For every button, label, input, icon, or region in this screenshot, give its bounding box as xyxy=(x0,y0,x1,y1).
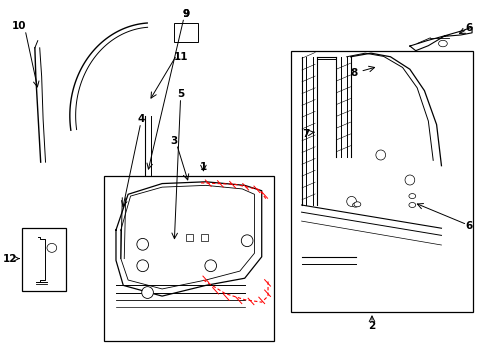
Text: 3: 3 xyxy=(170,136,178,146)
Text: 2: 2 xyxy=(367,321,375,332)
Circle shape xyxy=(353,202,360,207)
Bar xyxy=(186,234,193,241)
Text: 4: 4 xyxy=(137,114,144,124)
Ellipse shape xyxy=(47,243,57,252)
Text: 9: 9 xyxy=(183,9,190,19)
Bar xyxy=(201,234,207,241)
Bar xyxy=(290,51,472,312)
Ellipse shape xyxy=(404,175,414,185)
Ellipse shape xyxy=(346,197,356,206)
Circle shape xyxy=(438,40,447,47)
Text: 7: 7 xyxy=(301,129,308,139)
Ellipse shape xyxy=(204,260,216,272)
Text: 6: 6 xyxy=(465,23,472,33)
Text: 6: 6 xyxy=(465,221,472,231)
Text: 5: 5 xyxy=(177,89,184,99)
Text: 9: 9 xyxy=(183,9,190,19)
Ellipse shape xyxy=(137,238,148,250)
Text: 11: 11 xyxy=(174,52,188,62)
Circle shape xyxy=(352,203,358,207)
Bar xyxy=(103,176,273,341)
Text: 8: 8 xyxy=(350,68,357,78)
Ellipse shape xyxy=(137,260,148,272)
Circle shape xyxy=(408,203,415,207)
Circle shape xyxy=(408,194,415,199)
Bar xyxy=(22,228,66,291)
Text: 12: 12 xyxy=(3,253,18,264)
Text: 10: 10 xyxy=(12,21,26,31)
Ellipse shape xyxy=(241,235,252,247)
Ellipse shape xyxy=(375,150,385,160)
Ellipse shape xyxy=(142,287,153,298)
Bar xyxy=(174,23,197,42)
Text: 1: 1 xyxy=(200,162,206,172)
